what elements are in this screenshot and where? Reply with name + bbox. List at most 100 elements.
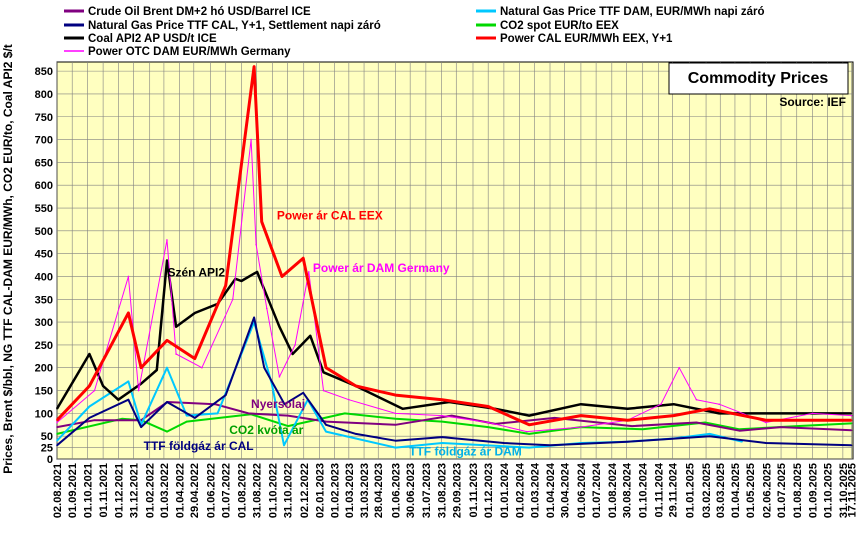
x-tick-label: 01.01.2024 — [499, 462, 511, 518]
data-point — [850, 419, 853, 422]
y-tick-label: 50 — [41, 431, 53, 443]
legend-item: Power CAL EUR/MWh EEX, Y+1 — [476, 33, 673, 45]
x-tick-label: 01.10.2024 — [638, 462, 650, 518]
data-point — [525, 430, 528, 433]
data-point — [278, 325, 281, 328]
data-point — [441, 436, 443, 438]
title-box — [668, 62, 849, 95]
data-point — [325, 420, 327, 423]
x-tick-label: 31.10.2022 — [283, 463, 295, 518]
x-tick-label: 01.04.2025 — [730, 463, 742, 518]
legend-label: Crude Oil Brent DM+2 hó USD/Barrel ICE — [88, 6, 311, 18]
series-annotation: TTF földgáz ár CAL — [144, 439, 254, 453]
x-tick-label: 01.07.2024 — [591, 462, 603, 518]
data-point — [441, 420, 443, 423]
data-point — [708, 435, 711, 437]
x-tick-label: 01.11.2023 — [468, 463, 480, 517]
x-tick-label: 01.07.2022 — [221, 463, 233, 518]
data-point — [263, 366, 266, 369]
data-point — [137, 389, 140, 392]
data-point — [255, 243, 257, 246]
data-point — [718, 403, 721, 406]
x-tick-label: 31.12.2021 — [129, 463, 141, 518]
data-point — [741, 440, 743, 443]
legend-item: Power OTC DAM EUR/MWh Germany — [64, 46, 291, 58]
x-tick-label: 01.08.2022 — [236, 463, 248, 518]
legend-label: Natural Gas Price TTF DAM, EUR/MWh napi … — [500, 6, 765, 18]
y-tick-label: 150 — [35, 386, 53, 398]
data-point — [704, 421, 706, 424]
data-point — [175, 353, 177, 355]
data-point — [281, 275, 283, 278]
data-point — [117, 398, 120, 401]
series-layer — [55, 65, 853, 449]
series-annotation: Power ár DAM Germany — [313, 261, 450, 275]
x-tick-label: 17.11.2025 — [846, 463, 857, 517]
x-tick-label: 03.03.2025 — [715, 463, 727, 518]
data-point — [166, 259, 168, 262]
x-tick-label: 01.12.2023 — [483, 463, 495, 518]
series-annotation: CO2 kvóta ár — [229, 423, 303, 437]
data-point — [256, 271, 258, 273]
data-point — [308, 271, 310, 273]
x-tick-label: 01.02.2024 — [515, 462, 527, 518]
y-axis-label: Prices, Brent $/bbl, NG TTF CAL-DAM EUR/… — [1, 44, 15, 474]
data-point — [294, 344, 296, 346]
data-point — [626, 440, 629, 443]
y-tick-label: 500 — [35, 226, 53, 238]
data-point — [232, 298, 234, 301]
x-tick-label: 30.08.2024 — [622, 462, 634, 518]
data-point — [88, 417, 91, 419]
data-point — [401, 408, 404, 410]
data-point — [283, 444, 285, 447]
data-point — [626, 408, 629, 410]
x-tick-label: 01.10.2021 — [82, 463, 94, 518]
data-point — [394, 418, 397, 420]
data-point — [850, 429, 853, 432]
data-point — [325, 423, 327, 426]
legend-item: Crude Oil Brent DM+2 hó USD/Barrel ICE — [64, 6, 311, 18]
x-tick-label: 01.05.2025 — [745, 463, 757, 518]
data-point — [695, 421, 698, 424]
legend-item: Natural Gas Price TTF DAM, EUR/MWh napi … — [476, 6, 765, 18]
y-tick-label: 550 — [35, 203, 53, 215]
data-point — [394, 439, 397, 442]
x-tick-label: 01.08.2025 — [792, 463, 804, 518]
legend: Crude Oil Brent DM+2 hó USD/Barrel ICE Na… — [64, 6, 765, 58]
data-point — [194, 312, 196, 314]
data-point — [140, 366, 142, 369]
data-point — [580, 426, 582, 428]
data-point — [850, 412, 853, 415]
y-tick-label: 350 — [35, 294, 53, 306]
x-tick-label: 29.09.2023 — [451, 463, 463, 518]
y-tick-label: 25 — [41, 443, 53, 455]
data-point — [309, 334, 312, 337]
data-point — [185, 414, 188, 417]
data-point — [765, 412, 767, 415]
data-point — [88, 405, 91, 408]
legend-label: Power CAL EUR/MWh EEX, Y+1 — [500, 33, 673, 45]
data-point — [194, 417, 196, 419]
series-annotation: Power ár CAL EEX — [277, 208, 383, 222]
data-point — [678, 366, 681, 369]
legend-item: CO2 spot EUR/to EEX — [476, 20, 619, 32]
data-point — [56, 444, 58, 447]
data-point — [253, 65, 255, 68]
data-point — [102, 385, 104, 387]
y-tick-label: 600 — [35, 180, 53, 192]
series-annotation: Szén API2 — [167, 265, 225, 279]
x-tick-label: 31.07.2023 — [421, 463, 433, 518]
x-tick-label: 01.12.2021 — [113, 463, 125, 518]
data-point — [441, 442, 443, 444]
data-point — [503, 442, 505, 444]
legend-label: Power OTC DAM EUR/MWh Germany — [88, 46, 291, 58]
y-tick-label: 800 — [35, 89, 53, 101]
data-point — [765, 421, 767, 424]
data-point — [672, 414, 675, 417]
data-point — [88, 385, 91, 387]
y-tick-label: 400 — [35, 271, 53, 283]
data-point — [166, 401, 168, 403]
data-point — [291, 353, 294, 355]
legend-item: Natural Gas Price TTF CAL, Y+1, Settleme… — [64, 20, 381, 32]
